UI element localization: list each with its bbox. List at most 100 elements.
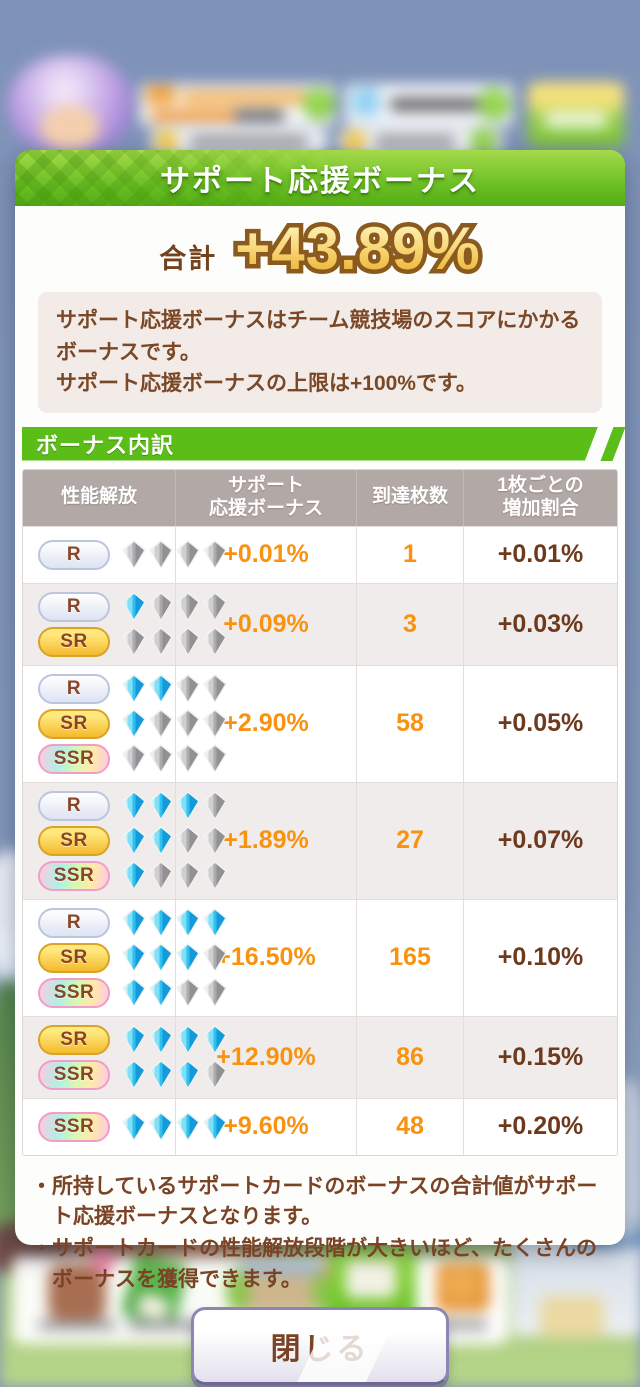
diamond-icon-unlocked — [122, 978, 146, 1007]
coin-icon — [343, 130, 366, 153]
plus-button — [303, 88, 335, 120]
diamond-icon-locked — [149, 709, 173, 738]
support-bonus-value: +12.90% — [175, 1016, 356, 1098]
unlock-diamonds — [122, 674, 227, 703]
table-row: SR SSR +12.90% 86 +0.15% — [23, 1015, 617, 1098]
coin-icon — [155, 130, 178, 153]
section-title: ボーナス内訳 — [36, 432, 175, 458]
reached-count-value: 165 — [356, 899, 463, 1016]
unlock-diamonds — [122, 592, 227, 621]
rarity-badge-sr: SR — [38, 708, 110, 739]
support-bonus-value: +2.90% — [175, 665, 356, 782]
rarity-badge-r: R — [38, 907, 110, 938]
diamond-icon-unlocked — [122, 861, 146, 890]
diamond-icon-unlocked — [122, 791, 146, 820]
background-building-detail — [540, 1296, 604, 1338]
unlock-diamonds — [122, 908, 227, 937]
nav-notification-badge — [92, 1248, 114, 1274]
nav-building-icon — [238, 1262, 322, 1314]
close-row: 閉じる — [15, 1307, 625, 1386]
dialog-title: サポート応援ボーナス — [160, 165, 480, 198]
performance-unlock-cell: R SR — [23, 584, 227, 665]
diamond-icon-unlocked — [149, 1025, 173, 1054]
diamond-icon-unlocked — [149, 908, 173, 937]
rarity-line: SSR — [38, 977, 227, 1008]
diamond-icon-locked — [122, 627, 146, 656]
unlock-diamonds — [122, 1112, 227, 1141]
performance-unlock-cell: R — [23, 527, 227, 583]
diamond-icon-unlocked — [122, 908, 146, 937]
diamond-icon-locked — [149, 627, 173, 656]
unlock-diamonds — [122, 709, 227, 738]
performance-unlock-cell: R SR SSR — [23, 783, 227, 899]
rarity-badge-r: R — [38, 790, 110, 821]
info-line: サポート応援ボーナスはチーム競技場のスコアにかかるボーナスです。 — [56, 309, 581, 364]
section-header: ボーナス内訳 — [22, 426, 626, 461]
diamond-icon-locked — [122, 744, 146, 773]
note-item: ・サポートカードの性能解放段階が大きいほど、たくさんのボーナスを獲得できます。 — [31, 1237, 597, 1291]
nav-caption — [440, 1320, 488, 1330]
performance-unlock-cell: SR SSR — [23, 1017, 227, 1098]
diamond-icon-locked — [149, 744, 173, 773]
rarity-badge-ssr: SSR — [38, 977, 110, 1008]
diamond-icon-unlocked — [122, 943, 146, 972]
rarity-badge-ssr: SSR — [38, 860, 110, 891]
unlock-diamonds — [122, 826, 227, 855]
progress-fill — [150, 110, 236, 121]
nav-caption — [38, 1320, 116, 1330]
unlock-diamonds — [122, 861, 227, 890]
bonus-table-body: R +0.01% 1 +0.01% R SR +0.09% 3 +0.03% R SR SSR +2.9… — [23, 525, 617, 1155]
reached-count-value: 27 — [356, 782, 463, 899]
table-row: R SR SSR +16.50% 165 +0.10% — [23, 898, 617, 1016]
diamond-icon-unlocked — [149, 791, 173, 820]
column-header: 到達枚数 — [356, 469, 463, 526]
rarity-line: R — [38, 539, 227, 570]
column-header: 1枚ごとの 増加割合 — [463, 469, 617, 526]
diamond-icon-unlocked — [149, 943, 173, 972]
total-value: +43.89% +43.89% — [231, 214, 485, 283]
rarity-line: SSR — [38, 1059, 227, 1090]
diamond-icon-unlocked — [149, 1112, 173, 1141]
table-row: R SR SSR +1.89% 27 +0.07% — [23, 781, 617, 899]
diamond-icon-unlocked — [122, 1112, 146, 1141]
note-item: ・所持しているサポートカードのボーナスの合計値がサポート応援ボーナスとなります。 — [31, 1174, 598, 1228]
info-line: サポート応援ボーナスの上限は+100%です。 — [56, 372, 477, 395]
rarity-line: R — [38, 673, 227, 704]
total-row: 合計 +43.89% +43.89% — [15, 214, 625, 283]
rarity-line: R — [38, 790, 227, 821]
diamond-icon-locked — [122, 540, 146, 569]
currency-amount — [190, 136, 308, 147]
per-card-increase-value: +0.20% — [463, 1098, 617, 1155]
rarity-line: SR — [38, 626, 227, 657]
player-avatar-face — [40, 105, 100, 150]
support-bonus-value: +0.01% — [175, 526, 356, 583]
reached-count-value: 3 — [356, 583, 463, 665]
diamond-icon-locked — [149, 540, 173, 569]
per-card-increase-value: +0.03% — [463, 583, 617, 665]
diamond-icon-unlocked — [149, 674, 173, 703]
table-row: R SR SSR +2.90% 58 +0.05% — [23, 664, 617, 782]
currency-amount — [375, 136, 455, 147]
rarity-line: R — [38, 907, 227, 938]
close-button[interactable]: 閉じる — [191, 1307, 449, 1386]
rarity-line: SSR — [38, 1111, 227, 1142]
per-card-increase-value: +0.10% — [463, 899, 617, 1016]
rarity-line: SSR — [38, 860, 227, 891]
unlock-diamonds — [122, 627, 227, 656]
rarity-line: SSR — [38, 743, 227, 774]
rarity-line: SR — [38, 1024, 227, 1055]
total-label: 合計 — [159, 243, 218, 274]
unlock-diamonds — [122, 791, 227, 820]
diamond-icon-unlocked — [122, 592, 146, 621]
diamond-icon-locked — [149, 592, 173, 621]
table-row: R SR +0.09% 3 +0.03% — [23, 582, 617, 665]
footnotes: ・所持しているサポートカードのボーナスの合計値がサポート応援ボーナスとなります。… — [31, 1172, 609, 1296]
unlock-diamonds — [122, 1025, 227, 1054]
reached-count-value: 86 — [356, 1016, 463, 1098]
diamond-icon-locked — [149, 861, 173, 890]
table-row: SSR +9.60% 48 +0.20% — [23, 1097, 617, 1155]
info-box: サポート応援ボーナスはチーム競技場のスコアにかかるボーナスです。 サポート応援ボ… — [38, 292, 602, 413]
bonus-table-header: 性能解放 サポート 応援ボーナス 到達枚数 1枚ごとの 増加割合 — [23, 469, 617, 526]
unlock-diamonds — [122, 1060, 227, 1089]
rarity-line: SR — [38, 942, 227, 973]
